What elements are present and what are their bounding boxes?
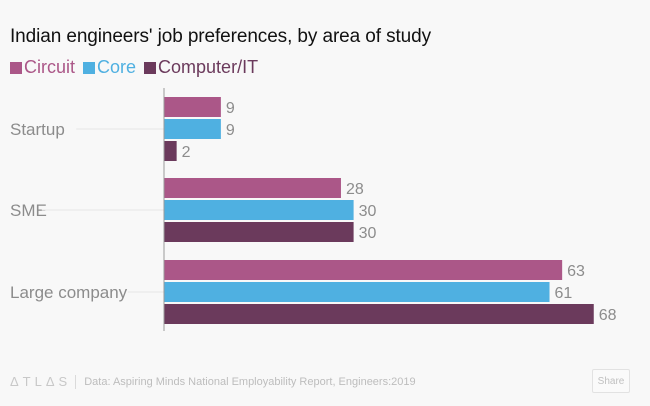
value-label: 9 (226, 100, 235, 117)
legend-swatch-circuit (10, 61, 22, 74)
bar-circuit-large-company[interactable] (164, 260, 563, 280)
bar-circuit-sme[interactable] (164, 178, 341, 198)
value-label: 28 (346, 181, 364, 198)
legend-swatch-core (83, 61, 96, 74)
share-button[interactable]: Share (592, 369, 630, 393)
chart-title: Indian engineers' job preferences, by ar… (10, 26, 432, 47)
bar-core-sme[interactable] (164, 200, 354, 220)
category-label: Startup (10, 120, 65, 139)
legend-label-circuit: Circuit (24, 57, 76, 77)
bar-core-startup[interactable] (164, 119, 221, 139)
value-label: 68 (599, 307, 617, 324)
category-label: Large company (10, 283, 128, 302)
footer: ΔTLΔS Data: Aspiring Minds National Empl… (10, 374, 416, 389)
legend-item-circuit: Circuit (10, 57, 75, 78)
source-note: Data: Aspiring Minds National Employabil… (84, 375, 416, 388)
bar-circuit-startup[interactable] (164, 97, 221, 117)
value-label: 30 (359, 203, 377, 220)
value-label: 63 (567, 263, 585, 280)
bar-computer-it-large-company[interactable] (164, 304, 594, 324)
legend-label-core: Core (97, 57, 137, 77)
footer-divider (75, 374, 77, 389)
legend: Circuit Core Computer/IT (10, 57, 266, 78)
value-label: 9 (226, 122, 235, 139)
legend-item-core: Core (83, 57, 136, 78)
legend-item-computer-it: Computer/IT (144, 57, 258, 78)
category-label: SME (10, 201, 47, 220)
legend-swatch-computer-it (144, 61, 157, 74)
bar-computer-it-startup[interactable] (164, 141, 177, 161)
value-label: 2 (182, 144, 191, 161)
atlas-logo[interactable]: ΔTLΔS (10, 374, 72, 389)
value-label: 30 (359, 225, 377, 242)
bar-core-large-company[interactable] (164, 282, 550, 302)
value-label: 61 (555, 285, 573, 302)
bar-computer-it-sme[interactable] (164, 222, 354, 242)
legend-label-computer-it: Computer/IT (158, 57, 259, 77)
